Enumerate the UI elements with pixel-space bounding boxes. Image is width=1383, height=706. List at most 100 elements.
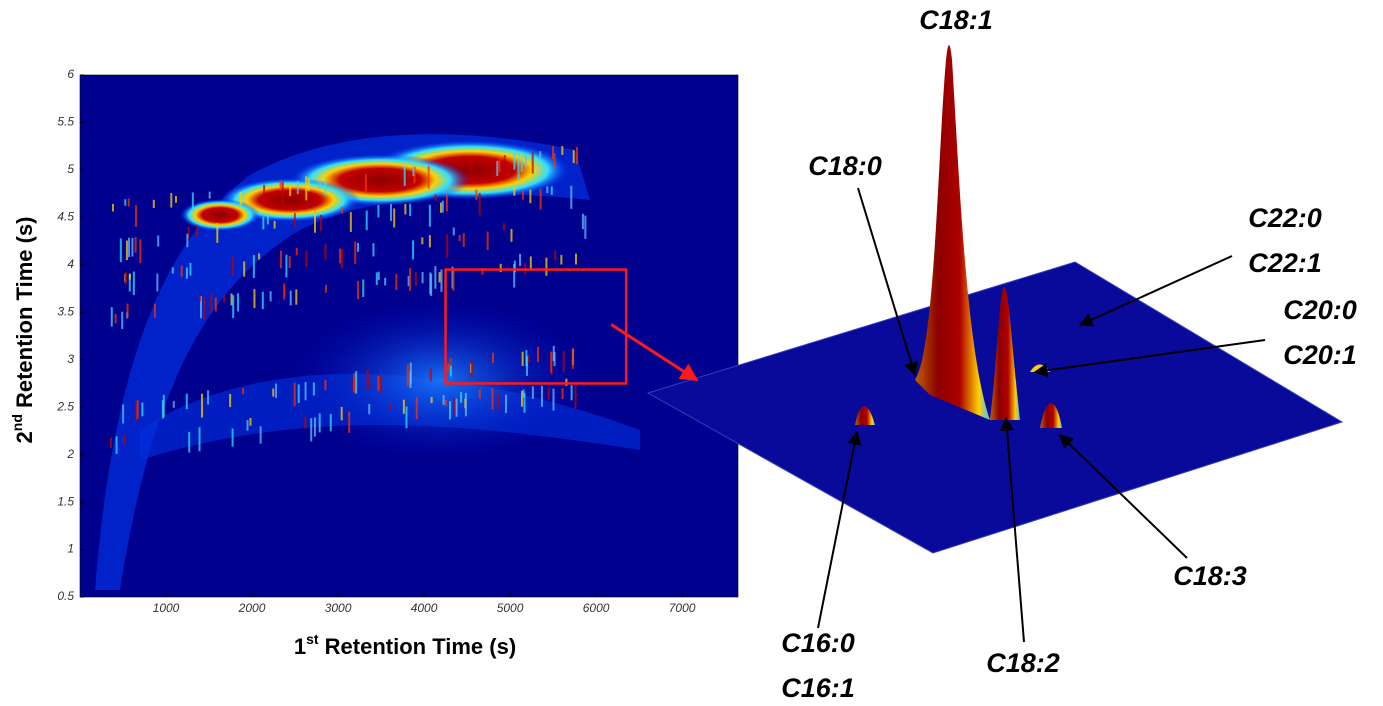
- streak: [216, 223, 219, 243]
- streak: [452, 268, 455, 291]
- streak: [503, 155, 506, 172]
- streak: [575, 146, 578, 165]
- streak: [281, 181, 284, 204]
- streak: [408, 267, 411, 291]
- streak: [570, 185, 573, 209]
- streak: [128, 273, 131, 280]
- surface-3d: [646, 45, 1344, 554]
- streak: [503, 222, 506, 231]
- streak: [540, 385, 543, 407]
- streak: [180, 265, 183, 277]
- y-tick-label: 3.5: [57, 304, 74, 318]
- streak: [453, 397, 456, 415]
- x-tick-label: 7000: [669, 601, 696, 615]
- streak: [353, 373, 356, 393]
- x-axis-label: 1st Retention Time (s): [294, 631, 516, 659]
- streak: [584, 215, 587, 239]
- x-tick-label: 5000: [497, 601, 524, 615]
- streak: [560, 254, 563, 265]
- streak: [539, 188, 542, 210]
- streak: [455, 398, 458, 417]
- peak-arrow: [1058, 434, 1188, 559]
- streak: [126, 303, 129, 318]
- streak: [269, 291, 272, 302]
- streak: [539, 151, 542, 158]
- streak: [295, 289, 298, 305]
- streak: [546, 186, 549, 194]
- streak: [319, 214, 322, 232]
- streak: [441, 200, 444, 213]
- streak: [395, 273, 398, 291]
- streak: [446, 234, 449, 258]
- y-tick-label: 2: [66, 447, 74, 461]
- streak: [156, 273, 159, 292]
- streak: [253, 289, 256, 309]
- streak: [357, 281, 360, 300]
- streak: [324, 284, 327, 293]
- peak-label: C22:0: [1248, 203, 1322, 233]
- streak: [414, 272, 417, 287]
- streak: [438, 272, 441, 283]
- streak: [232, 295, 235, 319]
- streak: [478, 389, 481, 399]
- streak: [552, 146, 555, 160]
- streak: [304, 416, 307, 429]
- streak: [135, 205, 138, 227]
- streak: [132, 271, 135, 296]
- streak: [430, 273, 433, 297]
- streak: [188, 431, 191, 453]
- streak: [497, 392, 500, 410]
- streak: [293, 213, 296, 227]
- streak: [279, 180, 282, 191]
- streak: [444, 399, 447, 407]
- streak: [513, 264, 516, 288]
- streak: [368, 403, 371, 415]
- streak: [402, 399, 405, 414]
- streak: [449, 401, 452, 420]
- streak: [198, 294, 201, 302]
- peak-arrow: [857, 187, 919, 377]
- streak: [427, 165, 430, 189]
- streak: [131, 237, 134, 257]
- streak: [259, 426, 262, 444]
- streak: [377, 204, 380, 218]
- y-tick-label: 5: [67, 162, 74, 176]
- streak: [128, 274, 131, 292]
- streak: [189, 262, 192, 276]
- streak: [273, 220, 276, 229]
- streak: [513, 152, 516, 170]
- streak: [295, 248, 298, 256]
- streak: [110, 437, 113, 448]
- peak-label: C18:0: [808, 151, 882, 181]
- streak: [550, 351, 553, 373]
- streak: [362, 279, 365, 297]
- streak: [124, 271, 127, 285]
- y-tick-label: 4: [67, 257, 74, 271]
- streak: [186, 233, 189, 248]
- streak: [415, 396, 418, 420]
- streak: [520, 390, 523, 407]
- streak: [486, 231, 489, 250]
- streak: [491, 352, 494, 363]
- streak: [570, 385, 573, 401]
- streak: [252, 255, 255, 278]
- streak: [289, 186, 292, 197]
- streak: [262, 216, 265, 230]
- streak: [243, 261, 246, 277]
- y-label-part: nd: [9, 414, 25, 431]
- streak: [428, 204, 431, 227]
- streak: [574, 385, 577, 409]
- streak: [187, 226, 190, 239]
- y-tick-label: 1: [67, 542, 74, 556]
- peak-label: C16:1: [781, 673, 855, 703]
- streak: [111, 203, 114, 212]
- streak: [562, 350, 565, 372]
- peak-arrow: [817, 430, 862, 629]
- streak: [304, 382, 307, 401]
- x-tick-label: 4000: [411, 601, 438, 615]
- y-tick-label: 2.5: [56, 399, 74, 413]
- streak: [313, 417, 316, 437]
- streak: [263, 184, 266, 200]
- streak: [561, 388, 564, 400]
- streak: [203, 297, 206, 320]
